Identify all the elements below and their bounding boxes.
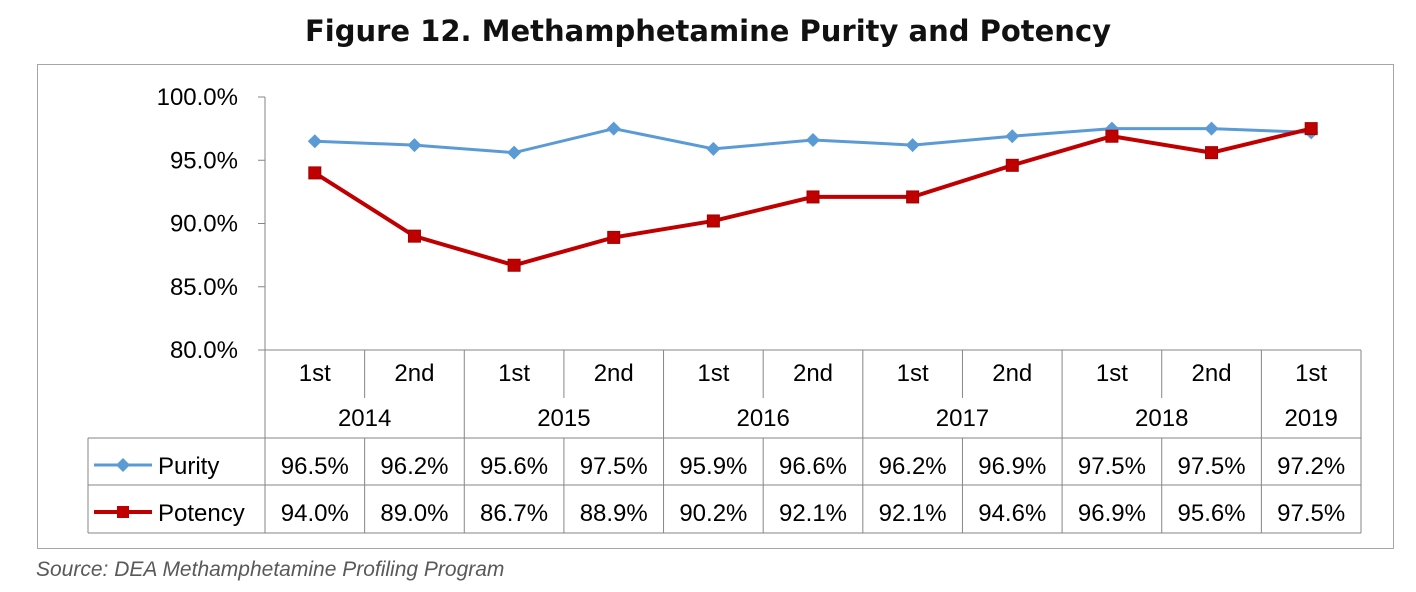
y-tick-label: 80.0%	[170, 337, 238, 364]
table-value-potency: 95.6%	[1178, 500, 1246, 527]
table-value-purity: 95.9%	[679, 453, 747, 480]
x-year-label: 2019	[1284, 405, 1337, 432]
legend-marker-potency	[117, 506, 129, 518]
x-year-label: 2014	[338, 405, 391, 432]
table-value-potency: 96.9%	[1078, 500, 1146, 527]
x-half-label: 2nd	[793, 360, 833, 387]
legend-keys: Purity Potency	[94, 453, 245, 527]
purity-point	[606, 121, 621, 136]
potency-point	[706, 214, 720, 228]
x-half-label: 1st	[299, 360, 331, 387]
potency-point	[308, 166, 322, 180]
table-value-purity: 97.2%	[1277, 453, 1345, 480]
table-value-purity: 96.5%	[281, 453, 349, 480]
purity-point	[1204, 121, 1219, 136]
data-table-grid	[87, 349, 1362, 534]
potency-point	[1105, 129, 1119, 143]
x-half-label: 2nd	[594, 360, 634, 387]
potency-point	[1005, 158, 1019, 172]
x-half-label: 1st	[498, 360, 530, 387]
potency-point	[806, 190, 820, 204]
x-half-label: 2nd	[1192, 360, 1232, 387]
table-value-purity: 96.6%	[779, 453, 847, 480]
table-value-purity: 96.2%	[879, 453, 947, 480]
x-year-label: 2016	[736, 405, 789, 432]
table-value-purity: 96.9%	[978, 453, 1046, 480]
table-value-potency: 94.0%	[281, 500, 349, 527]
data-table-values: 96.5% 96.2% 95.6% 97.5% 95.9% 96.6% 96.2% 96.9%…	[281, 453, 1345, 527]
purity-point	[507, 145, 522, 160]
x-year-label: 2015	[537, 405, 590, 432]
table-value-potency: 88.9%	[580, 500, 648, 527]
category-labels: 1st 2nd 1st 2nd 1st 2nd 1st 2nd 1st 2nd 1st 2014 201…	[299, 360, 1338, 432]
x-half-label: 1st	[1096, 360, 1128, 387]
potency-point	[607, 230, 621, 244]
x-half-label: 2nd	[992, 360, 1032, 387]
table-value-potency: 92.1%	[779, 500, 847, 527]
y-tick-label: 90.0%	[170, 211, 238, 238]
y-axis: 80.0% 85.0% 90.0% 95.0% 100.0%	[157, 84, 266, 364]
x-half-label: 1st	[897, 360, 929, 387]
potency-point	[1205, 146, 1219, 160]
table-value-potency: 97.5%	[1277, 500, 1345, 527]
purity-point	[905, 138, 920, 153]
purity-point	[1005, 129, 1020, 144]
potency-point	[507, 258, 521, 272]
series-lines	[307, 121, 1319, 272]
table-value-purity: 97.5%	[1178, 453, 1246, 480]
legend-marker-purity	[116, 458, 130, 472]
y-tick-label: 95.0%	[170, 147, 238, 174]
purity-point	[307, 134, 322, 149]
x-half-label: 1st	[697, 360, 729, 387]
x-half-label: 1st	[1295, 360, 1327, 387]
chart-title: Figure 12. Methamphetamine Purity and Po…	[304, 14, 1112, 48]
x-year-label: 2018	[1135, 405, 1188, 432]
purity-point	[407, 138, 422, 153]
potency-point	[1304, 122, 1318, 136]
potency-point	[906, 190, 920, 204]
table-value-purity: 95.6%	[480, 453, 548, 480]
purity-point	[806, 133, 820, 148]
table-value-potency: 89.0%	[380, 500, 448, 527]
table-value-purity: 97.5%	[580, 453, 648, 480]
purity-point	[706, 141, 721, 156]
legend-label-purity: Purity	[158, 453, 219, 480]
potency-point	[407, 229, 421, 243]
table-value-purity: 97.5%	[1078, 453, 1146, 480]
y-tick-label: 85.0%	[170, 274, 238, 301]
x-half-label: 2nd	[394, 360, 434, 387]
source-note: Source: DEA Methamphetamine Profiling Pr…	[36, 558, 505, 581]
table-value-potency: 90.2%	[679, 500, 747, 527]
table-value-potency: 94.6%	[978, 500, 1046, 527]
table-value-purity: 96.2%	[380, 453, 448, 480]
table-value-potency: 86.7%	[480, 500, 548, 527]
x-year-label: 2017	[936, 405, 989, 432]
table-value-potency: 92.1%	[879, 500, 947, 527]
y-tick-label: 100.0%	[157, 84, 238, 111]
legend-label-potency: Potency	[158, 500, 245, 527]
